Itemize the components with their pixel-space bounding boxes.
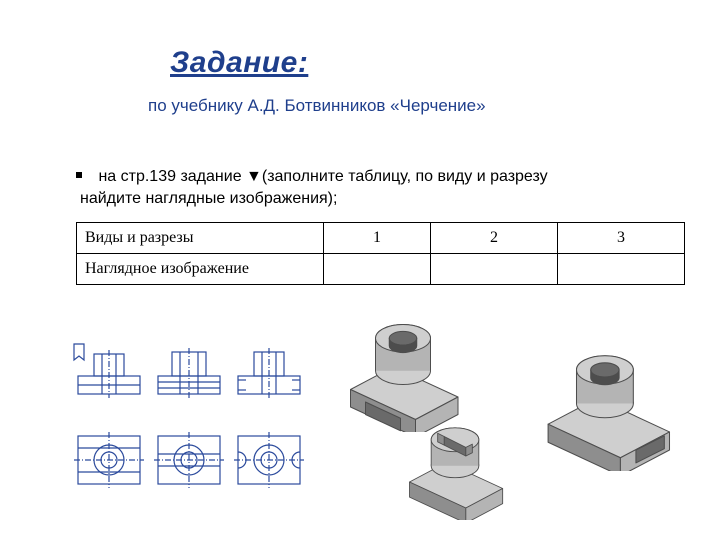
table-row-label: Наглядное изображение — [77, 254, 324, 285]
table-col-3: 3 — [558, 223, 685, 254]
table-row: Наглядное изображение — [77, 254, 685, 285]
table-row: Виды и разрезы 1 2 3 — [77, 223, 685, 254]
task-line2: найдите наглядные изображения); — [80, 190, 337, 207]
orthographic-views — [72, 340, 312, 505]
subtitle: по учебнику А.Д. Ботвинников «Черчение» — [148, 96, 486, 116]
table-cell[interactable] — [324, 254, 431, 285]
table-col-2: 2 — [431, 223, 558, 254]
table-cell[interactable] — [558, 254, 685, 285]
iso-part-2 — [390, 405, 520, 520]
table-header-label: Виды и разрезы — [77, 223, 324, 254]
bullet-icon — [76, 172, 82, 178]
page-title: Задание: — [170, 46, 308, 80]
task-line1: на стр.139 задание ▼(заполните таблицу, … — [98, 168, 547, 185]
task-text: на стр.139 задание ▼(заполните таблицу, … — [76, 166, 660, 209]
answer-table: Виды и разрезы 1 2 3 Наглядное изображен… — [76, 222, 685, 285]
iso-part-3 — [530, 336, 685, 471]
table-col-1: 1 — [324, 223, 431, 254]
table-cell[interactable] — [431, 254, 558, 285]
